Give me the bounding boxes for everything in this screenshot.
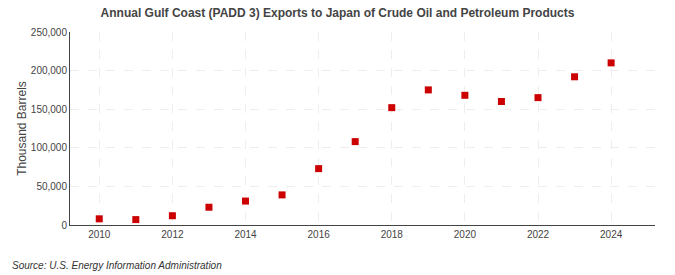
svg-text:50,000: 50,000 — [36, 181, 67, 192]
svg-text:Thousand Barrels: Thousand Barrels — [15, 81, 29, 176]
svg-text:100,000: 100,000 — [31, 142, 68, 153]
svg-text:2012: 2012 — [161, 229, 184, 240]
svg-text:2024: 2024 — [600, 229, 623, 240]
svg-text:250,000: 250,000 — [31, 27, 68, 38]
svg-text:150,000: 150,000 — [31, 104, 68, 115]
svg-text:2018: 2018 — [381, 229, 404, 240]
svg-text:Source: U.S. Energy Informatio: Source: U.S. Energy Information Administ… — [12, 260, 222, 271]
svg-text:2022: 2022 — [527, 229, 550, 240]
svg-text:2014: 2014 — [234, 229, 257, 240]
svg-text:2016: 2016 — [308, 229, 331, 240]
svg-text:0: 0 — [61, 220, 67, 231]
svg-text:200,000: 200,000 — [31, 65, 68, 76]
svg-text:Annual Gulf Coast (PADD 3) Exp: Annual Gulf Coast (PADD 3) Exports to Ja… — [101, 6, 575, 20]
svg-text:2020: 2020 — [454, 229, 477, 240]
svg-text:2010: 2010 — [88, 229, 111, 240]
